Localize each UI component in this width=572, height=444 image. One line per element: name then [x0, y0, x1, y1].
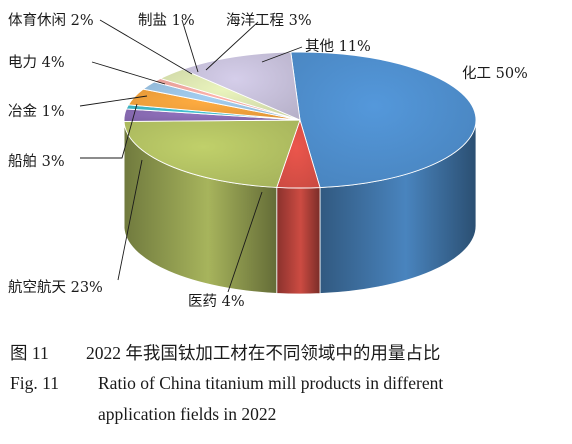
pie-slice-化工 — [290, 51, 477, 189]
pie-top-layer — [123, 51, 477, 189]
caption-cn-number: 图 11 — [10, 343, 49, 363]
slice-label-tiyu: 体育休闲 2% — [8, 12, 94, 29]
slice-label-yejin: 冶金 1% — [8, 103, 65, 120]
caption-en-text-line1: Ratio of China titanium mill products in… — [98, 373, 444, 393]
slice-labels: 化工 50% 医药 4% 航空航天 23% 船舶 3% 冶金 1% 电力 4% … — [8, 12, 528, 310]
slice-label-huagong: 化工 50% — [462, 65, 528, 82]
pie-side-医药 — [276, 186, 321, 295]
leader-line — [205, 21, 259, 71]
slice-label-hangkong: 航空航天 23% — [8, 279, 103, 296]
leader-line — [117, 159, 143, 281]
pie-side-layer — [123, 119, 477, 295]
caption-en-text-line2: application fields in 2022 — [98, 404, 277, 424]
slice-label-dianli: 电力 4% — [8, 54, 65, 71]
caption-english-line2: application fields in 2022 — [98, 404, 276, 425]
leader-line — [99, 19, 193, 75]
slice-label-yiyao: 医药 4% — [188, 293, 245, 310]
slice-label-zhiyan: 制盐 1% — [138, 12, 195, 29]
caption-en-number: Fig. 11 — [10, 373, 59, 393]
leader-line — [80, 103, 138, 159]
pie-chart: 化工 50% 医药 4% 航空航天 23% 船舶 3% 冶金 1% 电力 4% … — [8, 12, 528, 310]
caption-chinese: 图 11 2022 年我国钛加工材在不同领域中的用量占比 — [10, 340, 440, 365]
leader-line — [79, 95, 148, 107]
slice-label-chuanbo: 船舶 3% — [8, 153, 65, 170]
leader-line — [261, 46, 303, 63]
pie-slice-航空航天 — [123, 119, 301, 188]
leader-line — [181, 19, 199, 73]
pie-slice-其他 — [181, 51, 301, 121]
leader-line — [91, 61, 166, 85]
caption-cn-text: 2022 年我国钛加工材在不同领域中的用量占比 — [86, 343, 441, 363]
slice-label-qita: 其他 11% — [305, 38, 371, 55]
caption-english: Fig. 11 Ratio of China titanium mill prod… — [10, 373, 443, 394]
leader-line — [227, 191, 263, 293]
slice-label-haiyang: 海洋工程 3% — [226, 12, 312, 29]
leader-lines — [79, 19, 303, 293]
